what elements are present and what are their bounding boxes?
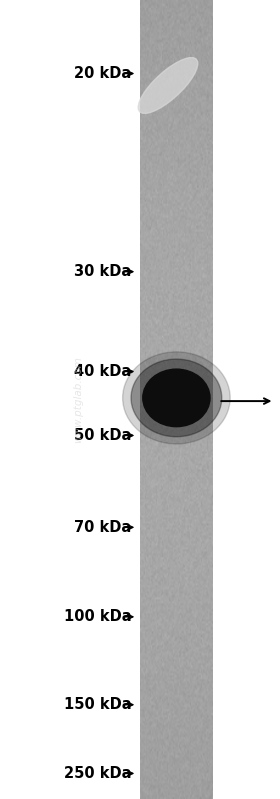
- Text: 20 kDa: 20 kDa: [74, 66, 132, 81]
- Text: 250 kDa: 250 kDa: [64, 766, 132, 781]
- Text: www.ptglab.com: www.ptglab.com: [73, 356, 83, 443]
- Text: 100 kDa: 100 kDa: [64, 610, 132, 624]
- Text: 40 kDa: 40 kDa: [74, 364, 132, 379]
- Ellipse shape: [138, 58, 198, 113]
- Ellipse shape: [131, 359, 222, 437]
- Text: 50 kDa: 50 kDa: [74, 428, 132, 443]
- Text: 70 kDa: 70 kDa: [74, 520, 132, 535]
- Ellipse shape: [123, 352, 230, 444]
- Ellipse shape: [143, 369, 210, 427]
- Text: 30 kDa: 30 kDa: [74, 264, 132, 279]
- Text: 150 kDa: 150 kDa: [64, 698, 132, 712]
